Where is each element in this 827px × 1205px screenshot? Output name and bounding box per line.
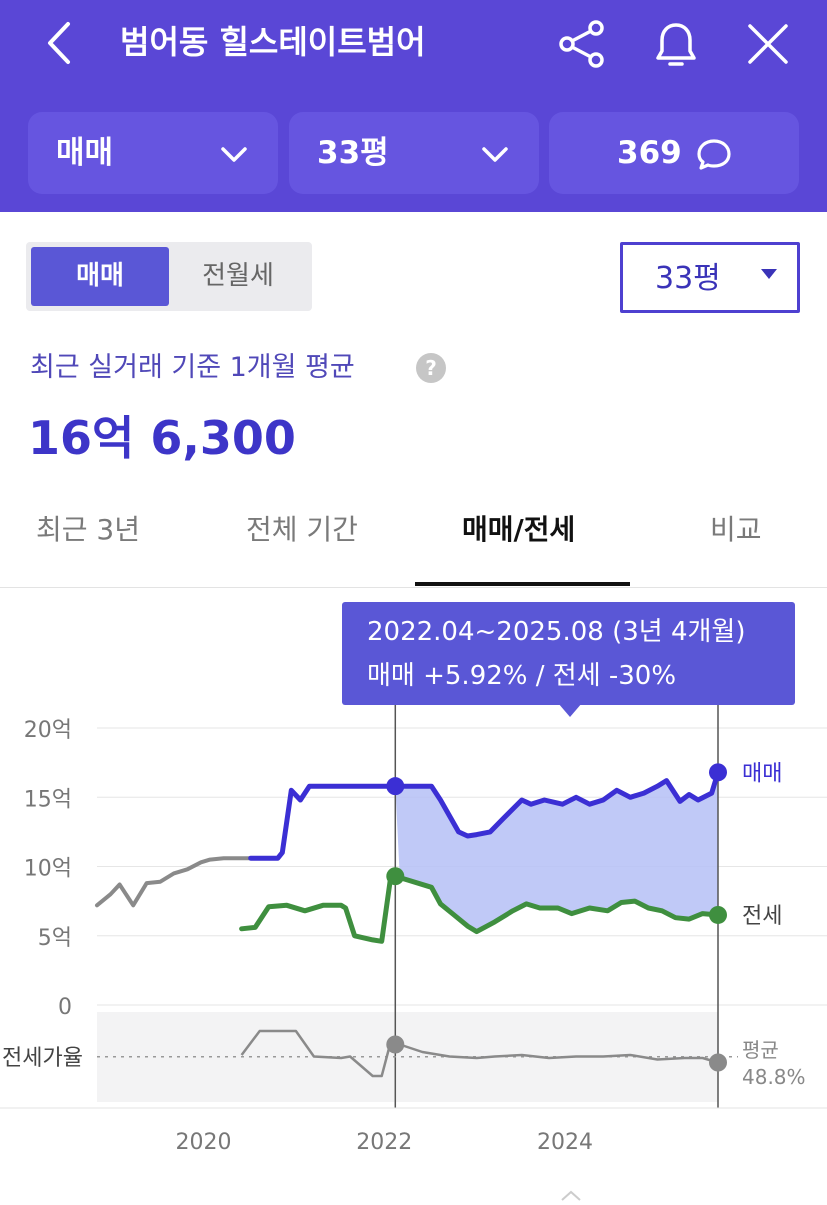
selected-range-area [395, 772, 718, 932]
ratio-axis-label: 전세가율 [2, 1046, 83, 1071]
trade-type-label: 매매 [56, 135, 114, 171]
size-filter-label: 33평 [317, 135, 389, 171]
notification-button[interactable] [650, 18, 702, 70]
sale-end-point [709, 763, 727, 782]
ratio-average-value: 48.8% [742, 1065, 806, 1089]
ratio-start-point [386, 1035, 405, 1054]
x-tick-label: 2020 [175, 1130, 231, 1155]
jeonse-series-label: 전세 [742, 904, 782, 929]
comment-count: 369 [617, 135, 682, 171]
y-tick-label: 20억 [24, 718, 72, 743]
y-tick-label: 5억 [38, 926, 72, 951]
share-button[interactable] [556, 18, 608, 70]
caret-down-icon [761, 269, 777, 279]
y-tick-label: 15억 [24, 787, 72, 812]
tab-recent-3-years[interactable]: 최근 3년 [36, 513, 140, 546]
average-price: 16억 6,300 [28, 411, 296, 465]
tab-compare[interactable]: 비교 [710, 513, 762, 546]
average-caption: 최근 실거래 기준 1개월 평균 [30, 352, 355, 383]
trade-type-toggle: 매매 전월세 [26, 242, 312, 311]
help-icon[interactable]: ? [416, 353, 446, 383]
chevron-up-icon[interactable] [560, 1190, 582, 1202]
y-tick-label: 0 [58, 995, 72, 1020]
close-icon [748, 24, 788, 64]
jeonse-end-point [709, 905, 727, 924]
back-icon [48, 22, 70, 64]
tooltip-period: 2022.04~2025.08 (3년 4개월) [367, 617, 746, 647]
trade-type-filter[interactable]: 매매 [28, 112, 278, 194]
jeonse-start-point [386, 867, 405, 886]
title-bar: 범어동 힐스테이트범어 [0, 0, 827, 88]
close-button[interactable] [742, 18, 794, 70]
ratio-end-point [709, 1053, 727, 1072]
tab-divider [0, 587, 827, 588]
toggle-rent[interactable]: 전월세 [202, 261, 274, 291]
ratio-average-label: 평균 [742, 1038, 779, 1062]
tooltip-change: 매매 +5.92% / 전세 -30% [367, 661, 677, 691]
chevron-down-icon [482, 147, 508, 162]
jeonse-line [239, 873, 721, 944]
sale-start-point [386, 777, 405, 796]
range-tooltip: 2022.04~2025.08 (3년 4개월) 매매 +5.92% / 전세 … [342, 602, 795, 717]
sale-series-label: 매매 [742, 761, 782, 786]
size-select[interactable]: 33평 [620, 242, 800, 313]
page-title: 범어동 힐스테이트범어 [120, 23, 426, 61]
size-select-label: 33평 [655, 261, 721, 296]
history-line [95, 856, 280, 908]
comment-icon [697, 139, 731, 170]
active-tab-indicator [415, 582, 630, 586]
size-filter[interactable]: 33평 [289, 112, 539, 194]
tab-sale-jeonse[interactable]: 매매/전세 [462, 513, 576, 546]
x-tick-label: 2022 [356, 1130, 412, 1155]
ratio-panel-background [97, 1012, 718, 1102]
comments-button[interactable]: 369 [549, 112, 799, 194]
app-header: 범어동 힐스테이트범어 매매 [0, 0, 827, 212]
y-tick-label: 10억 [24, 857, 72, 882]
bell-icon [656, 23, 696, 66]
tab-all-period[interactable]: 전체 기간 [246, 513, 358, 546]
sale-line [248, 769, 721, 861]
back-button[interactable] [40, 18, 84, 68]
share-icon [559, 20, 604, 68]
x-tick-label: 2024 [537, 1130, 593, 1155]
ratio-line [240, 1029, 719, 1078]
tooltip-arrow [558, 703, 582, 717]
toggle-sale[interactable]: 매매 [31, 247, 169, 306]
chevron-down-icon [221, 147, 247, 162]
